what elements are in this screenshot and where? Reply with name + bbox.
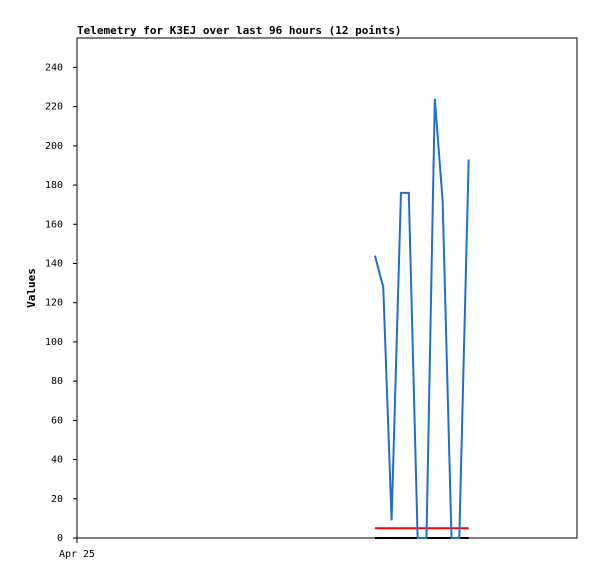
chart-title: Telemetry for K3EJ over last 96 hours (1… (77, 24, 402, 37)
y-tick-label: 60 (51, 415, 63, 426)
y-axis-label: Values (25, 268, 38, 308)
y-tick-label: 200 (45, 141, 63, 152)
y-tick-label: 100 (45, 337, 63, 348)
plot-frame (76, 37, 578, 539)
y-tick-label: 160 (45, 219, 63, 230)
y-tick-label: 120 (45, 298, 63, 309)
y-tick-label: 220 (45, 102, 63, 113)
data-line (373, 98, 470, 539)
y-tick-label: 180 (45, 180, 63, 191)
y-tick-label: 80 (51, 376, 63, 387)
y-tick-label: 0 (57, 533, 63, 544)
x-tick-label: Apr 25 (59, 549, 95, 560)
y-tick-label: 20 (51, 494, 63, 505)
y-tick-label: 40 (51, 455, 63, 466)
y-tick-label: 140 (45, 258, 63, 269)
y-tick-label: 240 (45, 62, 63, 73)
